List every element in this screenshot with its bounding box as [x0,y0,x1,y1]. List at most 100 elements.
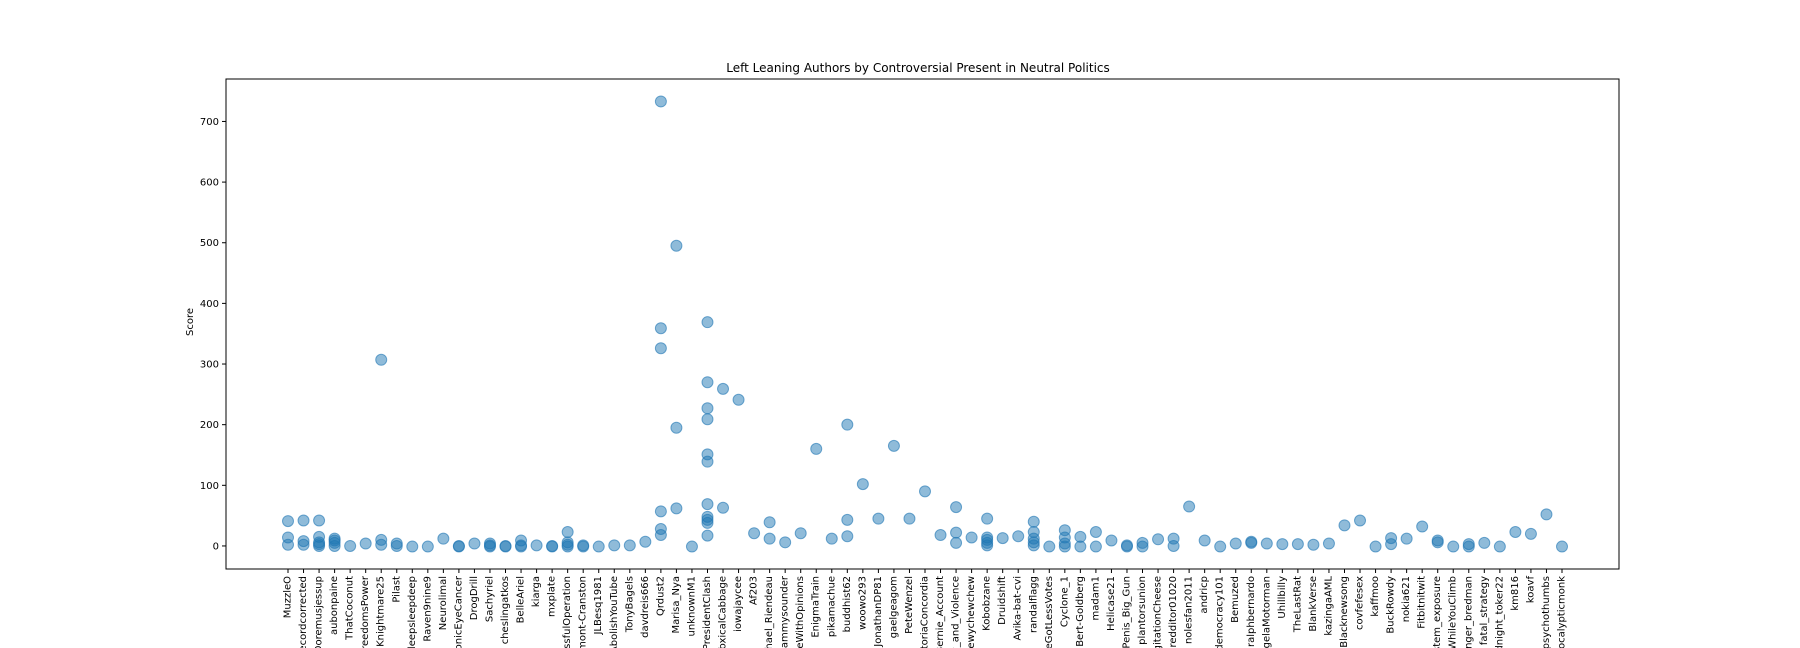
x-tick-label: WhileYouClimb [1448,576,1459,648]
x-tick-label: DigitationCheese [1153,576,1164,648]
scatter-point [1447,540,1460,553]
scatter-points [282,95,1568,553]
x-tick-label: kiarga [531,576,542,607]
scatter-point [483,537,496,550]
y-axis: 0 100 200 300 400 500 600 700 [200,117,226,552]
scatter-point [1400,532,1413,545]
scatter-point [732,393,745,406]
x-tick-label: democracy101 [1215,576,1226,648]
x-tick-label: Chewychewchew [966,576,977,648]
scatter-point [1120,539,1133,552]
scatter-point [1462,538,1475,551]
scatter-point [499,539,512,552]
scatter-point [1027,526,1040,539]
scatter-point [872,512,885,525]
scatter-point [1260,537,1273,550]
x-tick-label: TonyBagels [624,576,635,633]
scatter-point [841,513,854,526]
scatter-point [421,540,434,553]
scatter-point [748,527,761,540]
scatter-point [1431,534,1444,547]
scatter-point [763,516,776,529]
x-tick-label: km816 [1510,576,1521,611]
x-tick-label: Michael_Riendeau [764,576,775,648]
x-tick-label: pikamachue [826,576,837,637]
y-tick-label: 0 [213,541,219,552]
scatter-point [1167,532,1180,545]
scatter-point [670,239,683,252]
scatter-point [561,526,574,539]
x-tick-label: Apocalypticmonk [1557,576,1568,648]
x-tick-label: EnigmaTrain [811,576,822,638]
scatter-point [1214,540,1227,553]
scatter-point [794,527,807,540]
scatter-point [1074,530,1087,543]
scatter-point [1089,526,1102,539]
scatter-point [530,539,543,552]
x-tick-label: Helicase21 [1106,576,1117,631]
x-tick-label: covfefesex [1355,576,1366,630]
scatter-point [1540,508,1553,521]
scatter-point [1012,530,1025,543]
scatter-point [577,539,590,552]
x-tick-label: woowo293 [857,576,868,630]
scatter-point [654,342,667,355]
scatter-point [561,536,574,549]
x-tick-label: WeGotLessVotes [1044,576,1055,648]
scatter-point [515,534,528,547]
scatter-point [841,418,854,431]
scatter-point [297,535,310,548]
x-tick-label: TheWithOpinions [795,576,806,648]
x-tick-label: JLBesq1981 [593,576,604,636]
x-tick-label: SonicEyeCancer [453,575,464,648]
x-tick-label: Marisa_Nya [671,576,682,634]
x-tick-label: kazingaAML [1323,576,1334,636]
y-axis-label: Score [185,308,196,336]
scatter-point [779,536,792,549]
scatter-point [1322,537,1335,550]
scatter-point [701,413,714,426]
x-tick-label: Neurolimal [438,576,449,630]
scatter-point [717,501,730,514]
scatter-point [701,529,714,542]
x-tick-label: andricp [1199,576,1210,614]
scatter-point [1493,540,1506,553]
plot-area-frame [225,78,1620,570]
scatter-point [1152,533,1165,546]
scatter-point [717,382,730,395]
scatter-point [856,478,869,491]
scatter-point [328,532,341,545]
scatter-point [654,322,667,335]
scatter-point [406,540,419,553]
scatter-point [841,530,854,543]
x-tick-label: JonathanDP81 [873,576,884,648]
scatter-point [359,537,372,550]
x-tick-label: redditor01020 [1168,576,1179,647]
scatter-point [1276,538,1289,551]
x-tick-label: BelleAriel [516,576,527,623]
scatter-point [1198,534,1211,547]
scatter-point [825,532,838,545]
x-tick-label: gaelgeagom [888,576,899,638]
scatter-point [670,502,683,515]
x-tick-label: koavf [1525,576,1536,604]
scatter-point [282,531,294,544]
scatter-point [701,510,714,523]
x-tick-label: plantorsunion [1137,576,1148,645]
x-tick-label: Cyclone_1 [1059,576,1070,627]
x-tick-label: FreedomsPower [360,575,371,648]
scatter-point [654,95,667,108]
x-tick-label: Uhillbilly [1277,576,1288,619]
scatter-point [701,376,714,389]
scatter-point [297,514,310,527]
x-tick-label: PeteWenzel [904,576,915,634]
scatter-point [375,533,388,546]
scatter-point [313,514,326,527]
y-tick-label: 100 [200,481,219,492]
x-tick-label: fatal_strategy [1479,576,1490,645]
scatter-point [1354,514,1367,527]
x-tick-label: Blacknewsong [1339,576,1350,648]
scatter-point [1183,500,1196,513]
x-tick-label: AbolishYouTube [609,576,620,648]
x-tick-label: Bernie_Account [935,576,946,648]
